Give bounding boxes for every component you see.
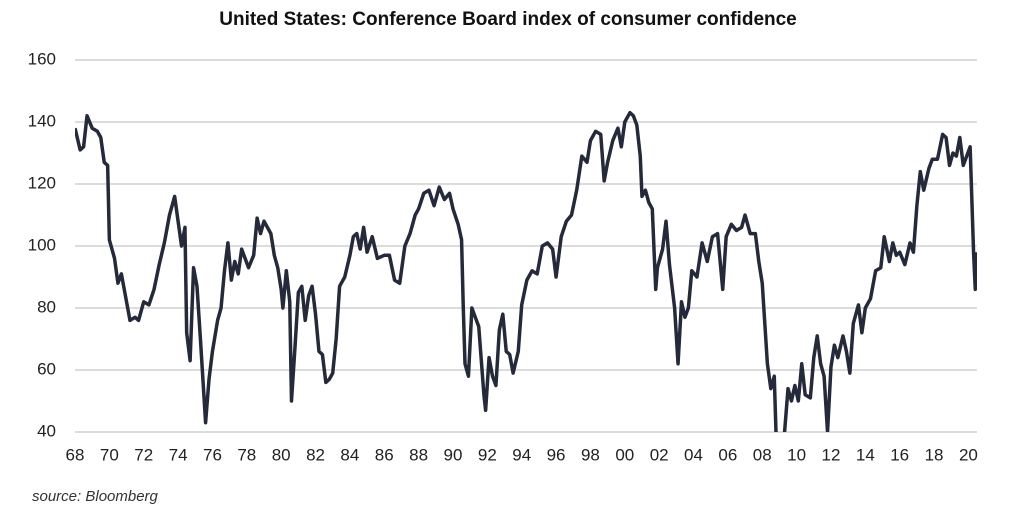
y-tick-label: 140 [28,111,56,130]
x-tick-label: 06 [718,445,737,464]
x-tick-label: 00 [615,445,634,464]
x-tick-label: 76 [203,445,222,464]
x-tick-label: 86 [375,445,394,464]
x-tick-label: 84 [340,445,359,464]
x-tick-label: 94 [512,445,531,464]
x-tick-label: 96 [547,445,566,464]
y-tick-label: 60 [37,359,56,378]
x-tick-label: 18 [925,445,944,464]
y-tick-label: 120 [28,173,56,192]
x-tick-label: 78 [237,445,256,464]
y-tick-label: 40 [37,421,56,440]
data-line [75,110,977,432]
x-tick-label: 10 [787,445,806,464]
x-tick-label: 04 [684,445,703,464]
x-tick-label: 14 [856,445,875,464]
chart-title: United States: Conference Board index of… [219,9,797,30]
x-tick-label: 08 [753,445,772,464]
x-tick-label: 20 [959,445,978,464]
x-tick-label: 92 [478,445,497,464]
x-tick-label: 98 [581,445,600,464]
y-tick-label: 80 [37,297,56,316]
x-tick-label: 12 [822,445,841,464]
x-tick-label: 74 [169,445,188,464]
x-tick-label: 68 [66,445,85,464]
x-tick-label: 02 [650,445,669,464]
x-tick-label: 70 [100,445,119,464]
x-tick-label: 88 [409,445,428,464]
x-tick-label: 80 [272,445,291,464]
x-tick-label: 72 [134,445,153,464]
x-tick-label: 82 [306,445,325,464]
y-tick-label: 100 [28,235,56,254]
x-tick-label: 16 [890,445,909,464]
y-tick-label: 160 [28,49,56,68]
source-note: source: Bloomberg [32,488,159,505]
x-tick-label: 90 [444,445,463,464]
